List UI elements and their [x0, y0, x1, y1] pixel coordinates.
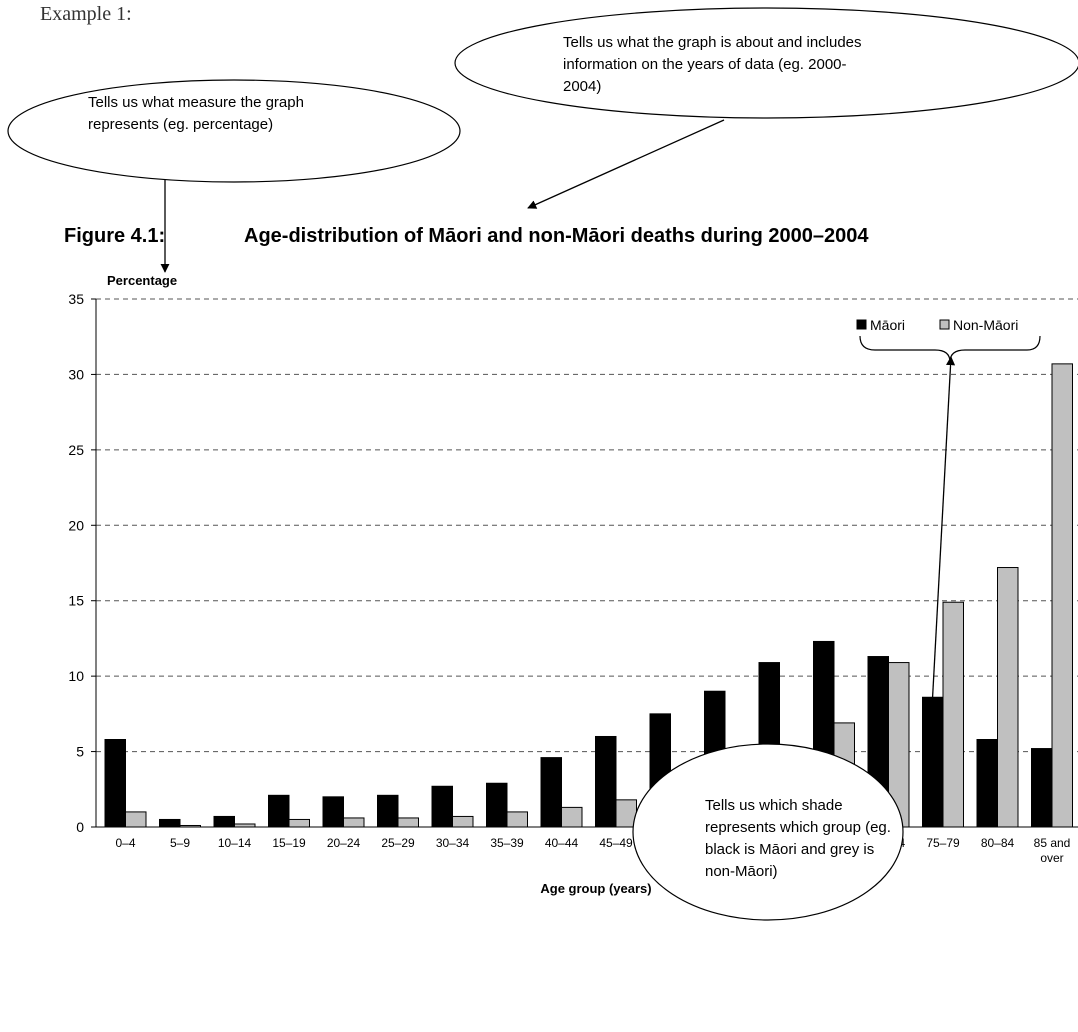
example-label: Example 1: [40, 3, 132, 25]
x-tick-label: 45–49 [599, 836, 633, 850]
callout-measure-line-1: Tells us what measure the graph [88, 94, 304, 111]
x-tick-label: 10–14 [218, 836, 252, 850]
bar-nonmaori [506, 811, 528, 828]
y-tick-label: 15 [68, 593, 84, 609]
bar-maori [1031, 748, 1053, 828]
callout-about: Tells us what the graph is about and inc… [454, 7, 1078, 119]
bar-maori [322, 796, 344, 828]
callout-about-bubble [454, 7, 1078, 119]
arrow-about [527, 119, 725, 209]
callout-shade-line-4: non-Māori) [705, 863, 778, 880]
bar-maori [976, 739, 998, 828]
y-tick-label: 30 [68, 366, 84, 382]
legend-swatch-maori [856, 319, 867, 330]
callout-measure-bubble [7, 79, 461, 183]
callout-about-line-1: Tells us what the graph is about and inc… [563, 34, 862, 51]
bar-nonmaori [997, 567, 1019, 828]
bar-maori [104, 739, 126, 828]
x-tick-label: 25–29 [381, 836, 415, 850]
bar-nonmaori [1051, 363, 1073, 828]
legend-label-nonmaori: Non-Māori [953, 317, 1018, 333]
x-tick-label: 20–24 [327, 836, 361, 850]
legend-swatch-nonmaori [939, 319, 950, 330]
y-axis-ticks: 0 5 10 15 20 25 30 35 [68, 291, 96, 835]
y-tick-label: 0 [76, 819, 84, 835]
arrow-shade [929, 356, 956, 746]
x-tick-label: 85 and over [1034, 836, 1071, 865]
callout-shade: Tells us which shade represents which gr… [632, 743, 904, 921]
bar-chart: 0 5 10 15 20 25 30 35 0–4 5–9 10–14 15–19 20–24 25–2… [68, 273, 1078, 896]
bar-maori [922, 696, 944, 828]
callout-shade-text: Tells us which shade represents which gr… [705, 797, 895, 880]
bar-maori [431, 785, 453, 828]
legend-label-maori: Māori [870, 317, 905, 333]
legend-brace [859, 335, 1041, 363]
bar-maori [486, 782, 508, 828]
callout-about-line-2: information on the years of data (eg. 20… [563, 56, 847, 73]
x-tick-label: 80–84 [981, 836, 1015, 850]
bar-nonmaori [452, 815, 474, 828]
bar-nonmaori [561, 806, 583, 828]
bar-maori [377, 794, 399, 828]
x-tick-label: 40–44 [545, 836, 579, 850]
bar-nonmaori [942, 601, 964, 828]
callout-measure: Tells us what measure the graph represen… [7, 79, 461, 183]
y-tick-label: 20 [68, 517, 84, 533]
bar-maori [213, 815, 235, 828]
y-axis-title: Percentage [107, 273, 177, 288]
bar-maori [540, 757, 562, 828]
y-tick-label: 35 [68, 291, 84, 307]
bar-nonmaori [125, 811, 147, 828]
chart-gridlines [96, 298, 1078, 753]
x-tick-label: 15–19 [272, 836, 306, 850]
y-tick-label: 25 [68, 442, 84, 458]
bar-nonmaori [288, 818, 310, 828]
callout-shade-line-1: Tells us which shade [705, 797, 843, 814]
figure-number: Figure 4.1: [64, 225, 165, 247]
x-tick-label: 30–34 [436, 836, 470, 850]
bar-maori [268, 794, 290, 828]
callout-measure-text: Tells us what measure the graph represen… [88, 94, 308, 133]
figure-title: Age-distribution of Māori and non-Māori … [244, 225, 869, 247]
callout-about-text: Tells us what the graph is about and inc… [563, 34, 866, 95]
x-tick-label: 0–4 [115, 836, 135, 850]
bar-maori [595, 735, 617, 828]
chart-legend: Māori Non-Māori [856, 317, 1041, 363]
x-axis-tick-labels: 0–4 5–9 10–14 15–19 20–24 25–29 30–34 35–39 40–4… [115, 836, 1070, 865]
x-tick-label: 5–9 [170, 836, 190, 850]
y-tick-label: 10 [68, 668, 84, 684]
chart-bars [104, 363, 1073, 828]
x-tick-label: 75–79 [926, 836, 960, 850]
x-tick-label: 35–39 [490, 836, 524, 850]
bar-maori [159, 818, 181, 828]
callout-shade-line-2: represents which group (eg. [705, 819, 891, 836]
callout-shade-bubble [632, 743, 904, 921]
x-axis-title: Age group (years) [540, 881, 651, 896]
bar-nonmaori [397, 817, 419, 828]
bar-nonmaori [343, 817, 365, 828]
callout-shade-line-3: black is Māori and grey is [705, 841, 874, 858]
callout-about-line-3: 2004) [563, 78, 601, 95]
callout-measure-line-2: represents (eg. percentage) [88, 116, 273, 133]
y-tick-label: 5 [76, 744, 84, 760]
